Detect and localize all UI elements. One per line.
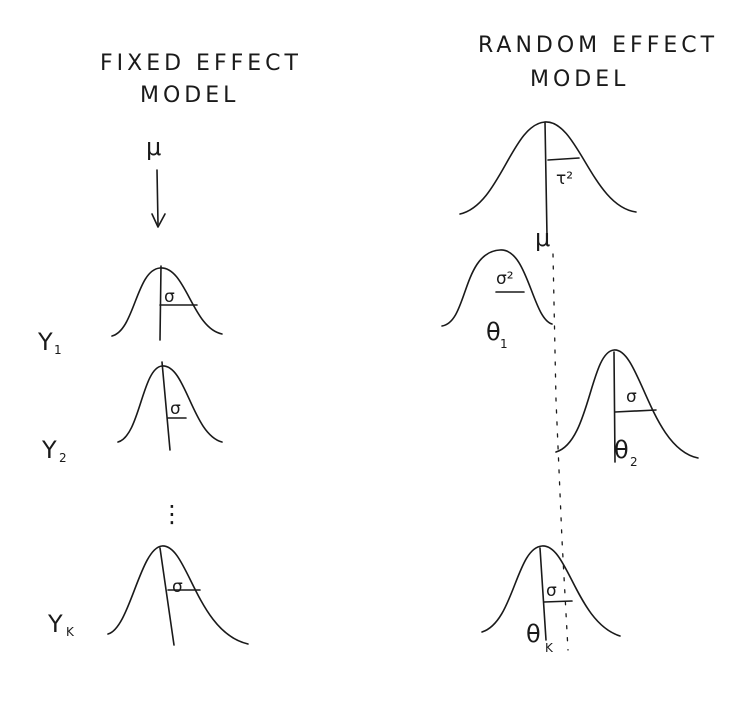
fixed-title-line1: FIXED EFFECT [100,51,302,76]
random-theta-k: θ [526,620,541,648]
random-theta-sub-1: 1 [500,337,508,351]
random-sigma-2: σ [626,387,637,407]
fixed-curve-k [107,545,249,646]
fixed-mu-label: μ [146,133,161,161]
fixed-sigma-1: σ [164,287,175,307]
random-mu-label: μ [535,224,550,252]
random-sigma-k: σ [546,581,557,601]
fixed-sigma-k: σ [172,577,183,597]
fixed-sigma-2: σ [170,399,181,419]
fixed-y-label-1: Y [37,328,53,356]
random-mean-dashed-line [552,253,569,651]
random-top-curve [459,121,637,237]
random-title-line1: RANDOM EFFECT [478,33,718,58]
random-title-line2: MODEL [530,67,629,92]
random-curve-1 [441,249,553,327]
random-theta-sub-2: 2 [630,455,638,469]
random-theta-2: θ [614,436,629,464]
random-effect-panel: RANDOM EFFECT MODEL τ² μ σ² θ 1 σ θ 2 [441,33,718,655]
fixed-curve-2 [117,361,223,451]
fixed-arrow [151,169,166,228]
fixed-y-label-k: Y [47,610,63,638]
fixed-y-sub-2: 2 [59,451,67,465]
random-sigma-1: σ² [496,269,514,289]
fixed-y-label-2: Y [41,436,57,464]
random-curve-2 [555,349,699,463]
fixed-curve-1 [111,265,223,341]
random-theta-1: θ [486,318,501,346]
fixed-effect-panel: FIXED EFFECT MODEL μ σ Y 1 σ Y 2 ⋮ [37,51,302,646]
random-curve-k [481,545,621,641]
fixed-ellipsis: ⋮ [160,500,184,528]
fixed-y-sub-k: K [66,625,75,639]
fixed-title-line2: MODEL [140,83,239,108]
random-tau-squared: τ² [556,169,573,189]
fixed-y-sub-1: 1 [54,343,62,357]
random-theta-sub-k: K [545,641,554,655]
